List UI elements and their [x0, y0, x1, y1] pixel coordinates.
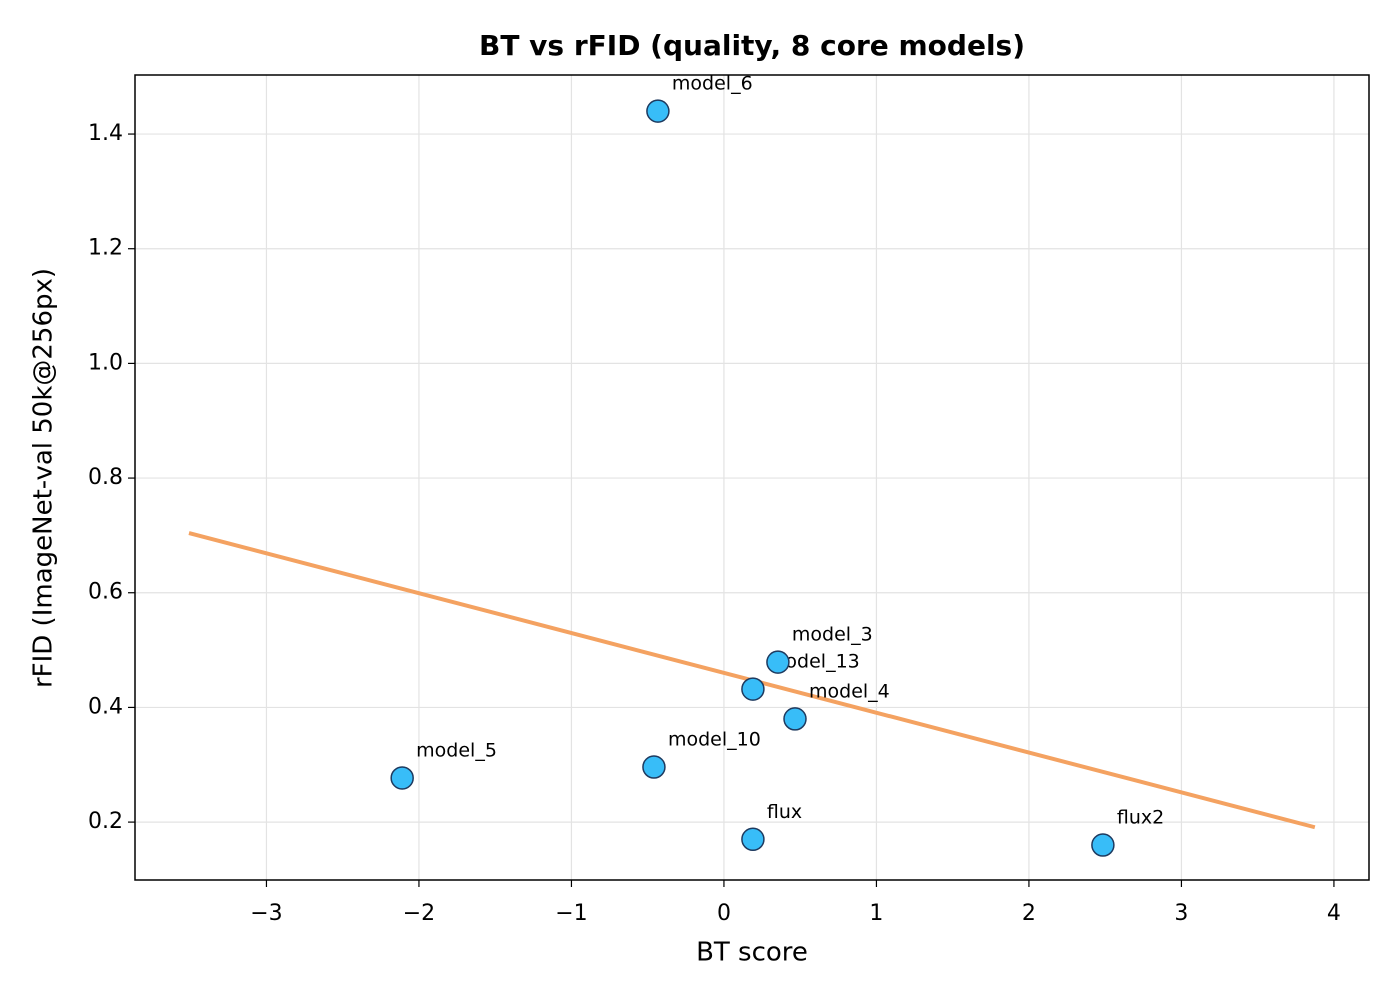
- y-tick-label: 0.4: [88, 694, 123, 719]
- point-label: flux: [767, 801, 802, 823]
- y-axis-label: rFID (ImageNet-val 50k@256px): [29, 268, 59, 688]
- point: [741, 827, 765, 852]
- y-tick-label: 0.8: [88, 465, 123, 490]
- point-label: flux2: [1117, 807, 1164, 829]
- x-tick-label: −2: [403, 901, 435, 926]
- plot-frame: [134, 74, 1370, 881]
- point: [766, 650, 790, 674]
- y-tick-label: 0.6: [88, 580, 123, 605]
- point: [741, 677, 765, 701]
- x-axis-label: BT score: [696, 938, 808, 968]
- x-tick-label: −1: [555, 901, 587, 926]
- point-label: model_10: [668, 729, 761, 751]
- x-tick-label: 2: [1022, 901, 1036, 926]
- x-tick-label: −3: [250, 901, 282, 926]
- x-tick-label: 1: [869, 901, 883, 926]
- point-label: model_13: [767, 651, 860, 673]
- point: [642, 755, 666, 779]
- y-tick-label: 1.0: [88, 350, 123, 375]
- point: [646, 99, 670, 123]
- y-tick-label: 1.4: [88, 121, 123, 146]
- point-label: model_3: [792, 624, 873, 646]
- point: [390, 766, 414, 790]
- chart-title: BT vs rFID (quality, 8 core models): [479, 29, 1025, 62]
- point: [783, 707, 807, 731]
- x-tick-label: 3: [1174, 901, 1188, 926]
- point-label: model_5: [416, 739, 497, 761]
- x-tick-label: 4: [1327, 901, 1341, 926]
- y-tick-label: 1.2: [88, 236, 123, 261]
- y-tick-label: 0.2: [88, 809, 123, 834]
- point: [1091, 833, 1115, 857]
- x-tick-label: 0: [717, 901, 731, 926]
- point-label: model_6: [672, 73, 753, 95]
- point-label: model_4: [809, 680, 890, 702]
